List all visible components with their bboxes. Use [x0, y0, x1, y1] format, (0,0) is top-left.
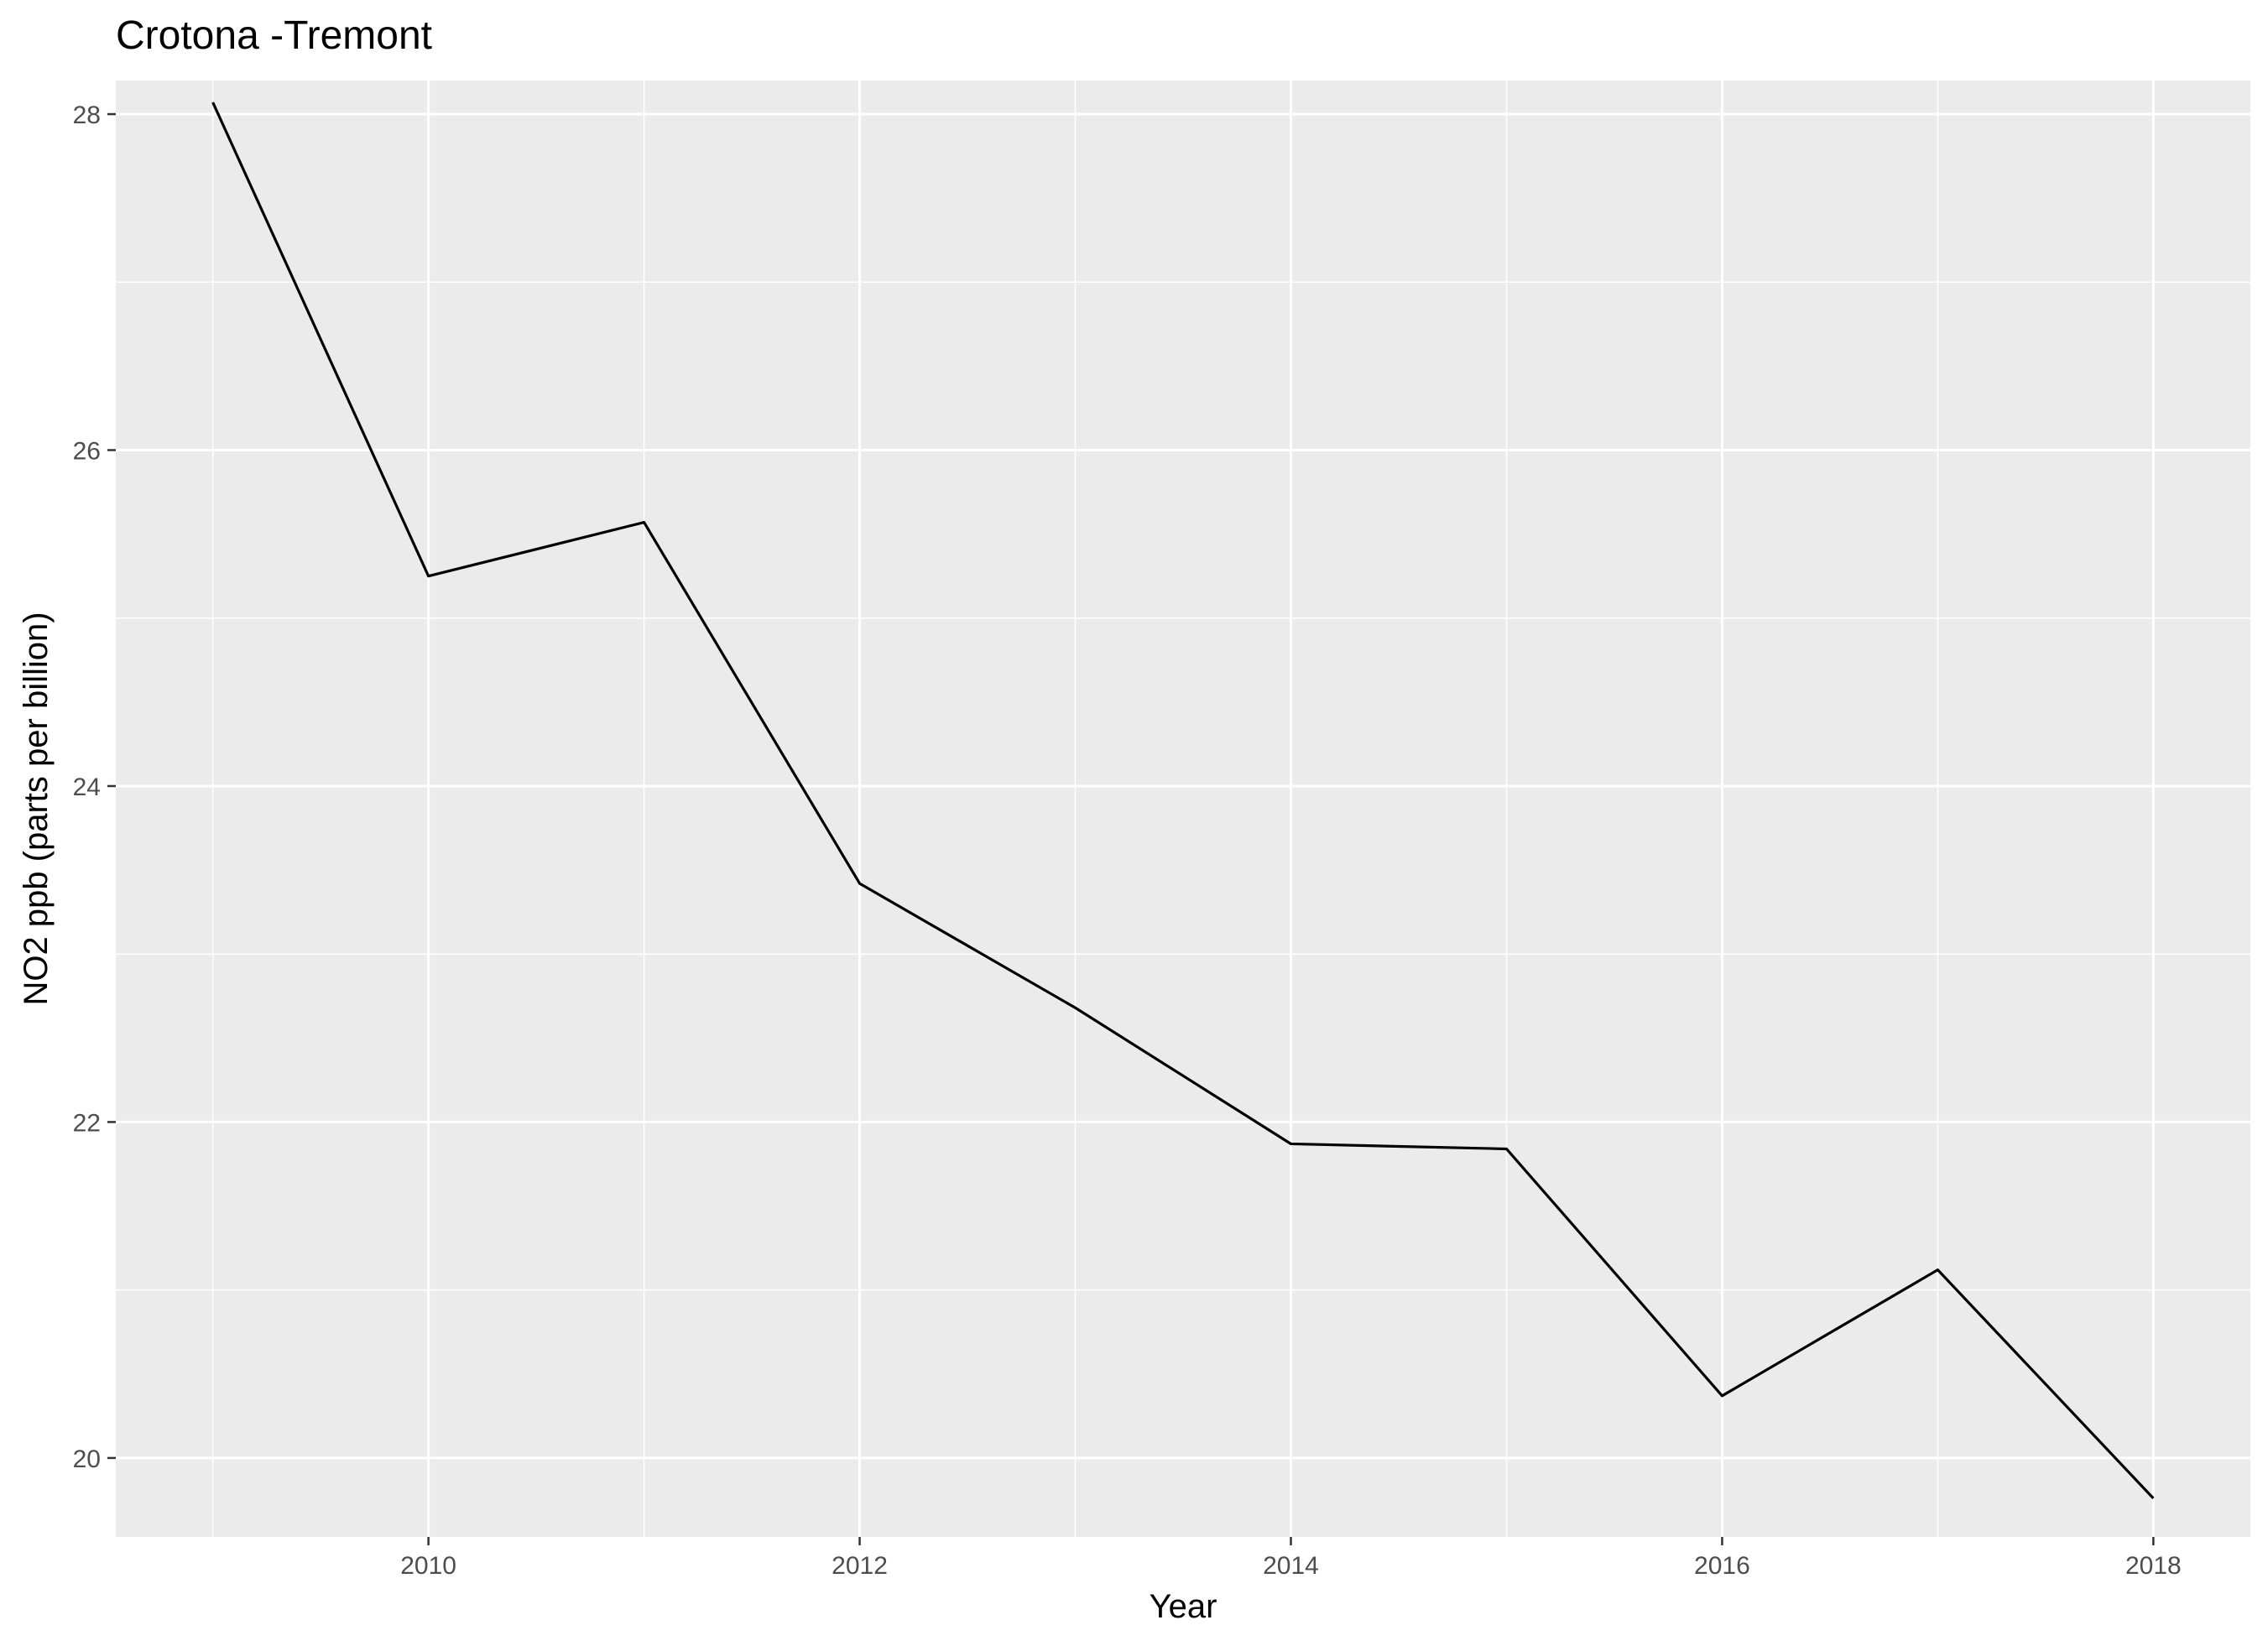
x-tick-label: 2014 — [1263, 1552, 1319, 1580]
series-group — [211, 102, 2155, 1500]
y-tick-label: 22 — [73, 1109, 101, 1137]
y-tick-label: 26 — [73, 438, 101, 466]
x-axis-title: Year — [1150, 1588, 1217, 1625]
plot-panel — [116, 81, 2250, 1537]
tick-labels: 2010 2012 2014 2016 2018 20 22 24 26 28 — [73, 102, 2182, 1580]
minor-gridlines — [116, 81, 2250, 1537]
major-gridlines — [116, 81, 2250, 1537]
series-line — [211, 102, 2155, 1500]
y-axis-title: NO2 ppb (parts per billion) — [18, 612, 55, 1005]
x-tick-label: 2016 — [1694, 1552, 1750, 1580]
y-tick-label: 24 — [73, 774, 101, 801]
chart-title: Crotona -Tremont — [116, 13, 432, 58]
axis-ticks — [107, 112, 2155, 1545]
x-tick-label: 2018 — [2125, 1552, 2182, 1580]
y-tick-label: 28 — [73, 102, 101, 129]
x-tick-label: 2010 — [400, 1552, 456, 1580]
x-tick-label: 2012 — [832, 1552, 888, 1580]
y-tick-label: 20 — [73, 1445, 101, 1473]
